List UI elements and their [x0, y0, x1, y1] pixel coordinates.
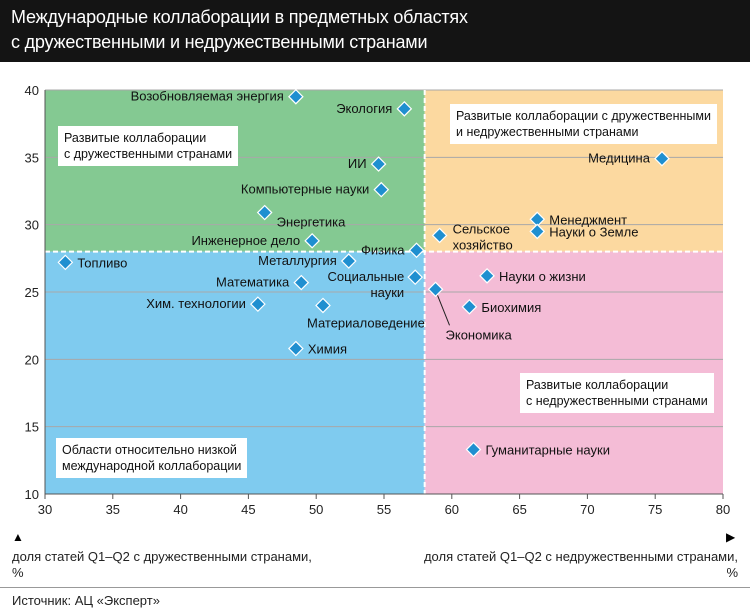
y-tick-label: 10	[25, 487, 39, 502]
label-vozobnovlyaemaya-energiya: Возобновляемая энергия	[131, 89, 284, 104]
x-tick-label: 55	[377, 502, 391, 517]
label-menedzhment: Менеджмент	[549, 212, 627, 227]
label-ekologiya: Экология	[336, 101, 392, 116]
label-metallurgiya: Металлургия	[258, 253, 337, 268]
point-energetika	[256, 204, 273, 221]
label-inzhenernoe-delo: Инженерное дело	[191, 233, 300, 248]
point-toplivo	[57, 254, 74, 271]
x-tick-label: 50	[309, 502, 323, 517]
chart-title-line1: Международные коллаборации в предметных …	[11, 7, 468, 27]
footer-divider	[0, 587, 750, 588]
point-inzhenernoe-delo	[304, 232, 320, 249]
quadrant-label-line: международной коллаборации	[62, 459, 242, 473]
quadrant-label-line: с дружественными странами	[64, 147, 233, 161]
quadrant-label-line: Области относительно низкой	[62, 443, 237, 457]
quadrant-label-top-left: Развитые коллаборации с дружественными с…	[58, 126, 239, 166]
source-note: Источник: АЦ «Эксперт»	[12, 593, 160, 608]
y-tick-label: 35	[25, 150, 39, 165]
label-ekonomika: Экономика	[446, 327, 513, 342]
quadrant-label-bottom-left: Области относительно низкой международно…	[56, 438, 248, 478]
point-kompyuternye-nauki	[373, 181, 390, 198]
leader-lines	[437, 295, 450, 326]
label-nauki-o-zhizni: Науки о жизни	[499, 269, 586, 284]
label-selskoe-hozyaystvo: хозяйство	[453, 237, 513, 252]
x-tick-label: 30	[38, 502, 52, 517]
y-tick-label: 15	[25, 420, 39, 435]
y-tick-label: 25	[25, 285, 39, 300]
x-tick-label: 75	[648, 502, 662, 517]
title-bar: Международные коллаборации в предметных …	[0, 0, 750, 62]
quadrant-label-line: с недружественными странами	[526, 394, 708, 408]
quadrant-label-line: Развитые коллаборации с дружественными	[456, 109, 711, 123]
label-nauki-o-zemle: Науки о Земле	[549, 224, 638, 239]
axis-label-line: %	[726, 565, 738, 580]
point-gumanitarnye-nauki	[465, 441, 482, 458]
point-metallurgiya	[340, 253, 357, 269]
quadrant-dividers	[45, 90, 723, 494]
label-sotsialnye-nauki: науки	[370, 285, 404, 300]
point-him-tehnologii	[250, 296, 266, 312]
label-toplivo: Топливо	[77, 255, 127, 270]
point-matematika	[293, 274, 310, 291]
point-biohimiya	[461, 298, 478, 315]
point-meditsina	[654, 150, 670, 167]
point-ii	[370, 156, 387, 172]
x-axis-label-right: доля статей Q1–Q2 с недружественными стр…	[424, 549, 738, 581]
x-tick-label: 70	[580, 502, 594, 517]
point-fizika	[408, 242, 425, 259]
label-kompyuternye-nauki: Компьютерные науки	[241, 182, 369, 197]
label-biohimiya: Биохимия	[481, 300, 541, 315]
quadrant-label-line: и недружественными странами	[456, 125, 639, 139]
point-labels: Возобновляемая энергия Экология ИИ Компьюте…	[77, 89, 650, 458]
label-gumanitarnye-nauki: Гуманитарные науки	[485, 443, 609, 458]
x-tick-label: 35	[106, 502, 120, 517]
axis-label-line: %	[12, 565, 24, 580]
chart-title-line2: с дружественными и недружественными стра…	[11, 32, 428, 52]
x-tick-label: 60	[445, 502, 459, 517]
y-tick-label: 40	[25, 83, 39, 98]
point-sotsialnye-nauki	[407, 269, 424, 286]
point-selskoe-hozyaystvo	[431, 227, 448, 244]
label-himiya: Химия	[308, 342, 347, 357]
point-nauki-o-zhizni	[479, 267, 495, 284]
x-axis-label-left: доля статей Q1–Q2 с дружественными стран…	[12, 549, 312, 581]
x-tick-label: 40	[173, 502, 187, 517]
label-him-tehnologii: Хим. технологии	[146, 296, 246, 311]
label-materialovedenie: Материаловедение	[307, 315, 425, 330]
label-fizika: Физика	[361, 242, 405, 257]
leader-ekonomika	[437, 295, 450, 326]
label-sotsialnye-nauki: Социальные	[328, 269, 405, 284]
axis-label-line: доля статей Q1–Q2 с недружественными стр…	[423, 549, 738, 564]
quadrant-label-line: Развитые коллаборации	[64, 131, 207, 145]
data-points	[57, 88, 670, 458]
point-nauki-o-zemle	[529, 223, 546, 240]
tick-labels: 10 15 20 25 30 35 40 30 35 40 45 50 55 60 65 70 75 80	[25, 83, 731, 517]
label-ii: ИИ	[348, 156, 367, 171]
y-tick-label: 20	[25, 352, 39, 367]
axis-label-line: доля статей Q1–Q2 с дружественными стран…	[12, 549, 312, 564]
axes	[44, 90, 724, 499]
left-arrow-icon: ▲	[12, 530, 24, 544]
quadrant-label-top-right: Развитые коллаборации с дружественными и…	[450, 104, 717, 144]
point-vozobnovlyaemaya-energiya	[288, 88, 304, 105]
quadrant-label-line: Развитые коллаборации	[526, 378, 669, 392]
x-tick-label: 45	[241, 502, 255, 517]
right-arrow-icon: ▶	[726, 530, 736, 544]
label-energetika: Энергетика	[277, 215, 346, 230]
quadrant-label-bottom-right: Развитые коллаборации с недружественными…	[520, 373, 714, 413]
point-ekonomika	[427, 281, 444, 298]
label-matematika: Математика	[216, 275, 290, 290]
point-himiya	[288, 340, 304, 357]
y-tick-label: 30	[25, 218, 39, 233]
point-materialovedenie	[315, 297, 331, 314]
x-tick-label: 65	[512, 502, 526, 517]
point-ekologiya	[396, 101, 413, 117]
x-tick-label: 80	[716, 502, 730, 517]
label-meditsina: Медицина	[588, 151, 651, 166]
label-selskoe-hozyaystvo: Сельское	[453, 221, 510, 236]
